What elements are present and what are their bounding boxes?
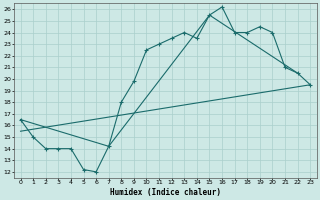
X-axis label: Humidex (Indice chaleur): Humidex (Indice chaleur) [110,188,221,197]
